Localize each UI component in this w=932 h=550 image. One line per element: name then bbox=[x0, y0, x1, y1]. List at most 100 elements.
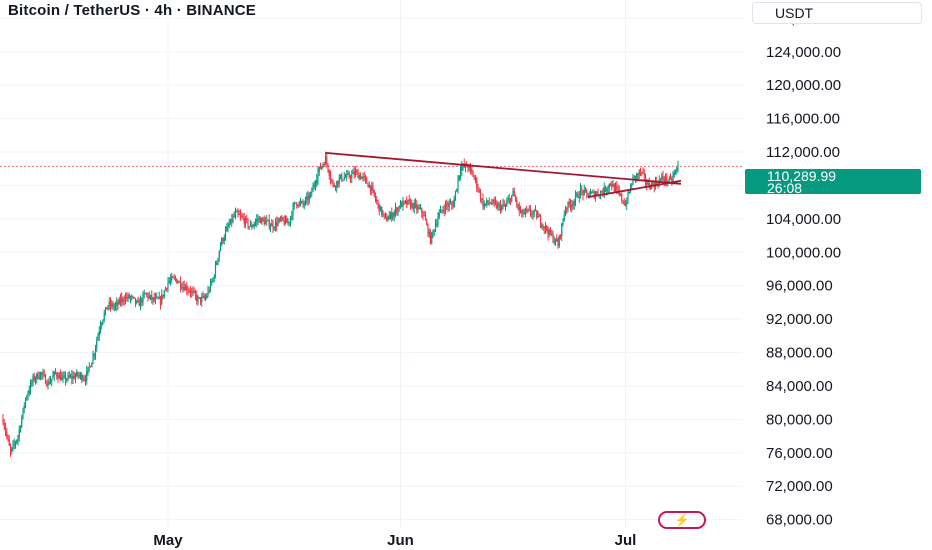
candle-body bbox=[29, 382, 32, 391]
candle-body bbox=[421, 208, 423, 214]
candle-body bbox=[63, 375, 65, 377]
candle-body bbox=[602, 192, 604, 194]
candle-body bbox=[499, 204, 502, 211]
candle-body bbox=[524, 209, 527, 213]
candle-body bbox=[459, 170, 462, 176]
candle-body bbox=[79, 374, 82, 376]
candle-body bbox=[349, 177, 352, 179]
candle-body bbox=[188, 290, 190, 292]
candle-body bbox=[84, 379, 87, 381]
candle-body bbox=[534, 210, 537, 212]
candle-body bbox=[347, 173, 349, 175]
candle-body bbox=[22, 407, 24, 418]
candle-body bbox=[239, 214, 242, 216]
candle-body bbox=[437, 217, 439, 224]
trendline-layer[interactable] bbox=[325, 151, 682, 199]
candle-body bbox=[401, 202, 403, 207]
candle-body bbox=[554, 238, 557, 242]
candle-body bbox=[216, 262, 218, 265]
candle-body bbox=[34, 378, 37, 381]
candle-body bbox=[61, 376, 63, 381]
currency-selector[interactable]: USDT bbox=[752, 2, 922, 24]
candle-body bbox=[82, 379, 84, 381]
candle-body bbox=[112, 303, 114, 308]
candle-body bbox=[672, 176, 674, 181]
candle-body bbox=[343, 177, 345, 180]
candle-body bbox=[196, 295, 198, 301]
candle-body bbox=[223, 237, 225, 242]
candle-body bbox=[477, 187, 479, 191]
candle-body bbox=[517, 204, 519, 206]
candle-body bbox=[552, 234, 554, 242]
candle-body bbox=[81, 374, 83, 380]
candle-body bbox=[104, 307, 107, 314]
candle-body bbox=[111, 303, 113, 306]
candle-body bbox=[137, 300, 139, 302]
candle-body bbox=[153, 297, 155, 301]
candle-body bbox=[601, 191, 603, 193]
candle-body bbox=[98, 330, 100, 336]
candle-body bbox=[378, 203, 380, 212]
candle-body bbox=[557, 241, 559, 246]
candle-body bbox=[673, 173, 675, 177]
candle-body bbox=[483, 203, 485, 208]
candle-body bbox=[182, 286, 184, 289]
candle-body bbox=[174, 277, 177, 279]
candle-body bbox=[77, 372, 79, 376]
tradingview-logo-icon[interactable]: ⚡ bbox=[658, 511, 706, 529]
candle-body bbox=[626, 202, 628, 205]
candle-body bbox=[176, 278, 178, 283]
candle-body bbox=[106, 307, 108, 310]
candle-body bbox=[21, 417, 23, 427]
candle-body bbox=[97, 335, 99, 341]
candle-body bbox=[53, 372, 55, 376]
candle-body bbox=[181, 287, 183, 289]
candle-body bbox=[119, 298, 122, 303]
candle-body bbox=[414, 203, 417, 205]
candle-body bbox=[449, 203, 452, 205]
candle-body bbox=[36, 373, 38, 379]
candle-body bbox=[248, 226, 250, 228]
y-axis[interactable]: 128,000.00124,000.00120,000.00116,000.00… bbox=[766, 10, 841, 528]
candle-body bbox=[631, 184, 633, 187]
candle-body bbox=[461, 166, 463, 171]
candle-body bbox=[242, 216, 244, 218]
candle-body bbox=[649, 187, 652, 189]
candle-body bbox=[619, 193, 622, 195]
candle-body bbox=[249, 225, 252, 227]
candle-body bbox=[146, 293, 148, 295]
candle-body bbox=[321, 166, 323, 169]
candle-body bbox=[521, 210, 523, 213]
candle-body bbox=[282, 217, 284, 221]
candle-body bbox=[286, 218, 288, 223]
x-axis[interactable]: May Jun Jul bbox=[153, 532, 636, 549]
candle-body bbox=[3, 423, 5, 428]
candle-body bbox=[457, 179, 459, 189]
candle-body bbox=[438, 212, 440, 218]
candle-body bbox=[573, 200, 575, 206]
trendline-support[interactable] bbox=[587, 179, 682, 199]
candle-body bbox=[58, 374, 60, 379]
candle-body bbox=[288, 221, 290, 223]
candle-body bbox=[427, 224, 429, 235]
candle-body bbox=[168, 281, 170, 283]
candle-body bbox=[142, 294, 144, 303]
candle-body bbox=[131, 296, 133, 298]
candle-body bbox=[32, 375, 34, 383]
candle-body bbox=[558, 235, 560, 246]
candle-body bbox=[11, 447, 13, 452]
candle-body bbox=[531, 213, 533, 215]
candle-body bbox=[303, 203, 305, 205]
candle-body bbox=[163, 290, 165, 297]
candle-body bbox=[123, 300, 125, 302]
candle-body bbox=[37, 373, 39, 379]
candle-body bbox=[47, 381, 49, 386]
candle-body bbox=[338, 177, 340, 184]
trendline-resistance[interactable] bbox=[325, 151, 682, 185]
candle-body bbox=[302, 201, 304, 205]
candle-body bbox=[469, 165, 472, 169]
candle-body bbox=[662, 176, 664, 179]
candle-body bbox=[41, 372, 43, 375]
candle-body bbox=[566, 208, 568, 210]
